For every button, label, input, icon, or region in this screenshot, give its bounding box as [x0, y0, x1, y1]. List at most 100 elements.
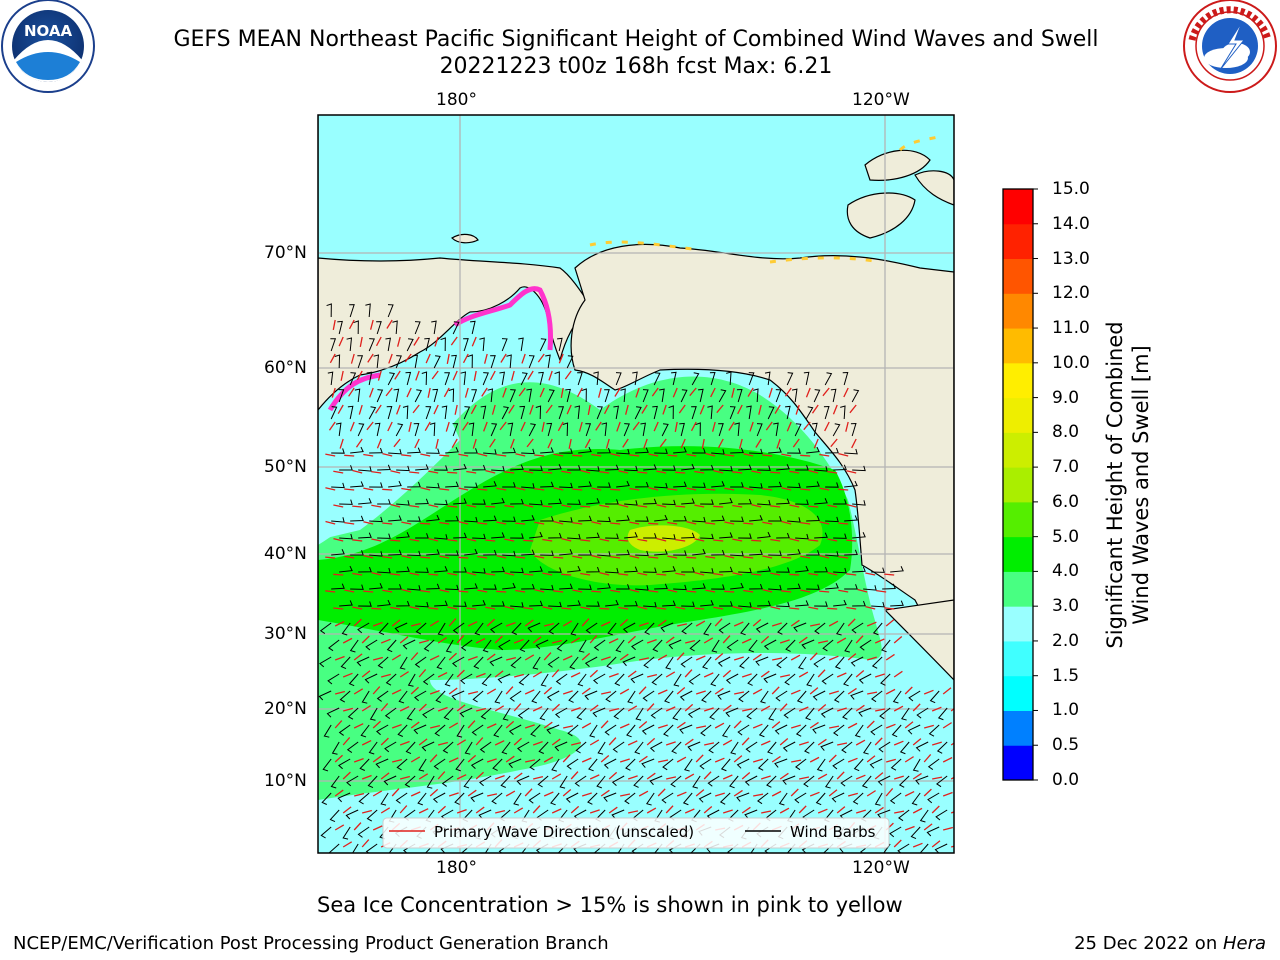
wave-direction-arrow: [819, 591, 829, 592]
colorbar-tick-label: 12.0: [1052, 283, 1090, 303]
colorbar: [1003, 189, 1038, 781]
colorbar-swatch: [1003, 432, 1033, 467]
lat-tick-60n: 60°N: [264, 358, 307, 378]
lat-tick-30n: 30°N: [264, 624, 307, 644]
colorbar-swatch: [1003, 398, 1033, 433]
wave-direction-arrow: [656, 574, 666, 575]
colorbar-swatch: [1003, 502, 1033, 537]
legend-wave-label: Primary Wave Direction (unscaled): [434, 823, 694, 841]
wave-direction-arrow: [496, 591, 506, 592]
colorbar-label-line2: Wind Waves and Swell [m]: [1128, 321, 1154, 648]
wave-direction-arrow: [580, 506, 590, 507]
wave-direction-arrow: [800, 455, 810, 456]
wave-direction-arrow: [352, 506, 362, 507]
wave-direction-arrow: [458, 557, 468, 558]
wave-direction-arrow: [447, 472, 457, 473]
wave-direction-arrow: [420, 523, 430, 524]
colorbar-swatch: [1003, 224, 1033, 259]
colorbar-swatch: [1003, 676, 1033, 711]
colorbar-tick-label: 1.0: [1052, 700, 1079, 720]
sea-ice-note: Sea Ice Concentration > 15% is shown in …: [317, 893, 903, 917]
wave-direction-arrow: [477, 489, 487, 490]
colorbar-tick-label: 6.0: [1052, 492, 1079, 512]
wave-direction-arrow: [561, 574, 571, 575]
colorbar-swatch: [1003, 189, 1033, 224]
wave-direction-arrow: [542, 472, 552, 473]
noaa-logo: NOAA: [2, 0, 94, 92]
colorbar-tick-label: 15.0: [1052, 179, 1090, 199]
colorbar-tick-label: 13.0: [1052, 249, 1090, 269]
wave-direction-arrow: [572, 455, 582, 456]
colorbar-tick-label: 2.0: [1052, 631, 1079, 651]
colorbar-tick-label: 0.5: [1052, 735, 1079, 755]
noaa-logo-text: NOAA: [24, 22, 73, 40]
wave-direction-arrow: [846, 540, 856, 541]
credit-text: NCEP/EMC/Verification Post Processing Pr…: [13, 933, 609, 955]
date-stamp: 25 Dec 2022 on Hera: [1074, 933, 1266, 955]
colorbar-swatch: [1003, 467, 1033, 502]
colorbar-tick-label: 8.0: [1052, 422, 1079, 442]
lat-tick-40n: 40°N: [264, 544, 307, 564]
colorbar-tick-label: 9.0: [1052, 388, 1079, 408]
colorbar-tick-label: 0.0: [1052, 770, 1079, 790]
lat-tick-20n: 20°N: [264, 699, 307, 719]
wave-direction-arrow: [694, 608, 704, 609]
wave-direction-arrow: [363, 591, 373, 592]
lon-tick-bottom-120w: 120°W: [852, 858, 910, 878]
wave-direction-arrow: [827, 608, 837, 609]
wave-direction-arrow: [523, 540, 533, 541]
colorbar-tick-label: 7.0: [1052, 457, 1079, 477]
colorbar-swatch: [1003, 606, 1033, 641]
wave-direction-arrow: [485, 506, 495, 507]
colorbar-swatch: [1003, 537, 1033, 572]
host-text: Hera: [1223, 933, 1266, 954]
wave-direction-arrow: [743, 523, 753, 524]
wave-direction-arrow: [667, 455, 677, 456]
colorbar-tick-label: 4.0: [1052, 561, 1079, 581]
wave-direction-arrow: [770, 472, 780, 473]
wave-direction-arrow: [439, 455, 449, 456]
map-legend: Primary Wave Direction (unscaled) Wind B…: [383, 818, 889, 848]
wave-direction-arrow: [390, 540, 400, 541]
lat-tick-50n: 50°N: [264, 457, 307, 477]
wave-direction-arrow: [382, 489, 392, 490]
date-text: 25 Dec 2022 on: [1074, 933, 1223, 954]
wave-direction-arrow: [333, 574, 343, 575]
wave-direction-arrow: [781, 557, 791, 558]
colorbar-swatch: [1003, 571, 1033, 606]
lat-tick-10n: 10°N: [264, 771, 307, 791]
colorbar-swatch: [1003, 293, 1033, 328]
wave-direction-arrow: [371, 608, 381, 609]
wave-direction-arrow: [838, 489, 848, 490]
wave-direction-arrow: [515, 523, 525, 524]
nws-logo: [1184, 0, 1276, 92]
colorbar-tick-label: 14.0: [1052, 214, 1090, 234]
wave-direction-arrow: [751, 540, 761, 541]
wave-direction-arrow: [713, 506, 723, 507]
lon-tick-top-180: 180°: [436, 90, 477, 110]
wave-direction-arrow: [808, 506, 818, 507]
colorbar-tick-label: 11.0: [1052, 318, 1090, 338]
wave-direction-arrow: [789, 574, 799, 575]
colorbar-swatch: [1003, 745, 1033, 780]
colorbar-tick-label: 3.0: [1052, 596, 1079, 616]
wave-direction-arrow: [466, 608, 476, 609]
wave-direction-arrow: [618, 540, 628, 541]
wave-direction-arrow: [705, 489, 715, 490]
lon-tick-bottom-180: 180°: [436, 858, 477, 878]
colorbar-tick-label: 5.0: [1052, 527, 1079, 547]
wave-direction-arrow: [553, 557, 563, 558]
colorbar-swatch: [1003, 710, 1033, 745]
wave-direction-arrow: [675, 472, 685, 473]
wave-direction-arrow: [610, 489, 620, 490]
colorbar-tick-label: 10.0: [1052, 353, 1090, 373]
colorbar-swatch: [1003, 641, 1033, 676]
colorbar-tick-label: 1.5: [1052, 666, 1079, 686]
wave-direction-arrow: [724, 591, 734, 592]
colorbar-swatch: [1003, 259, 1033, 294]
legend-wind-label: Wind Barbs: [790, 823, 876, 841]
wave-direction-arrow: [591, 591, 601, 592]
lat-tick-70n: 70°N: [264, 243, 307, 263]
lon-tick-top-120w: 120°W: [852, 90, 910, 110]
